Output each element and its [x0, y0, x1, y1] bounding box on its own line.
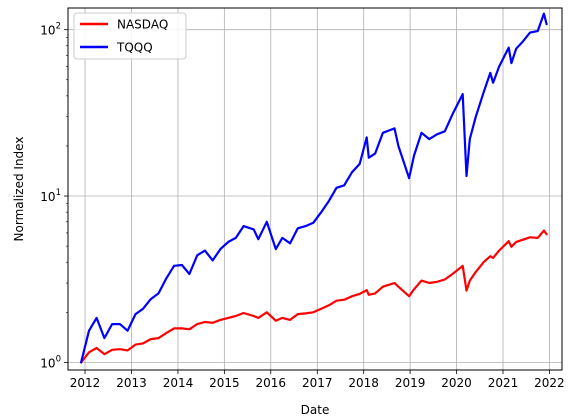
- legend-label-tqqq: TQQQ: [116, 41, 153, 55]
- series-line-tqqq: [79, 12, 548, 364]
- y-axis-label: Normalized Index: [12, 137, 26, 242]
- x-tick-label-2021: 2021: [488, 376, 519, 390]
- x-axis-label: Date: [301, 403, 330, 417]
- y-tick-label-100: 102: [40, 22, 61, 38]
- series-lines: [79, 12, 548, 364]
- x-axis: 2012 2013 2014 2015 2016 2017 2018 2019 2020 2021…: [70, 370, 565, 390]
- x-tick-label-2022: 2022: [534, 376, 565, 390]
- x-tick-label-2018: 2018: [348, 376, 379, 390]
- x-tick-label-2014: 2014: [163, 376, 194, 390]
- series-line-nasdaq: [79, 229, 548, 364]
- x-tick-label-2019: 2019: [395, 376, 426, 390]
- legend-label-nasdaq: NASDAQ: [117, 18, 168, 32]
- y-axis: 100 101 102: [40, 22, 68, 370]
- y-tick-label-1: 100: [40, 354, 61, 370]
- grid: [68, 8, 562, 370]
- x-tick-label-2016: 2016: [255, 376, 286, 390]
- x-tick-label-2017: 2017: [302, 376, 333, 390]
- x-tick-label-2013: 2013: [116, 376, 147, 390]
- x-tick-label-2015: 2015: [209, 376, 240, 390]
- x-tick-label-2020: 2020: [441, 376, 472, 390]
- legend: NASDAQ TQQQ: [73, 12, 187, 60]
- plot-frame: [67, 7, 563, 371]
- x-tick-label-2012: 2012: [70, 376, 101, 390]
- y-tick-label-10: 101: [40, 188, 61, 204]
